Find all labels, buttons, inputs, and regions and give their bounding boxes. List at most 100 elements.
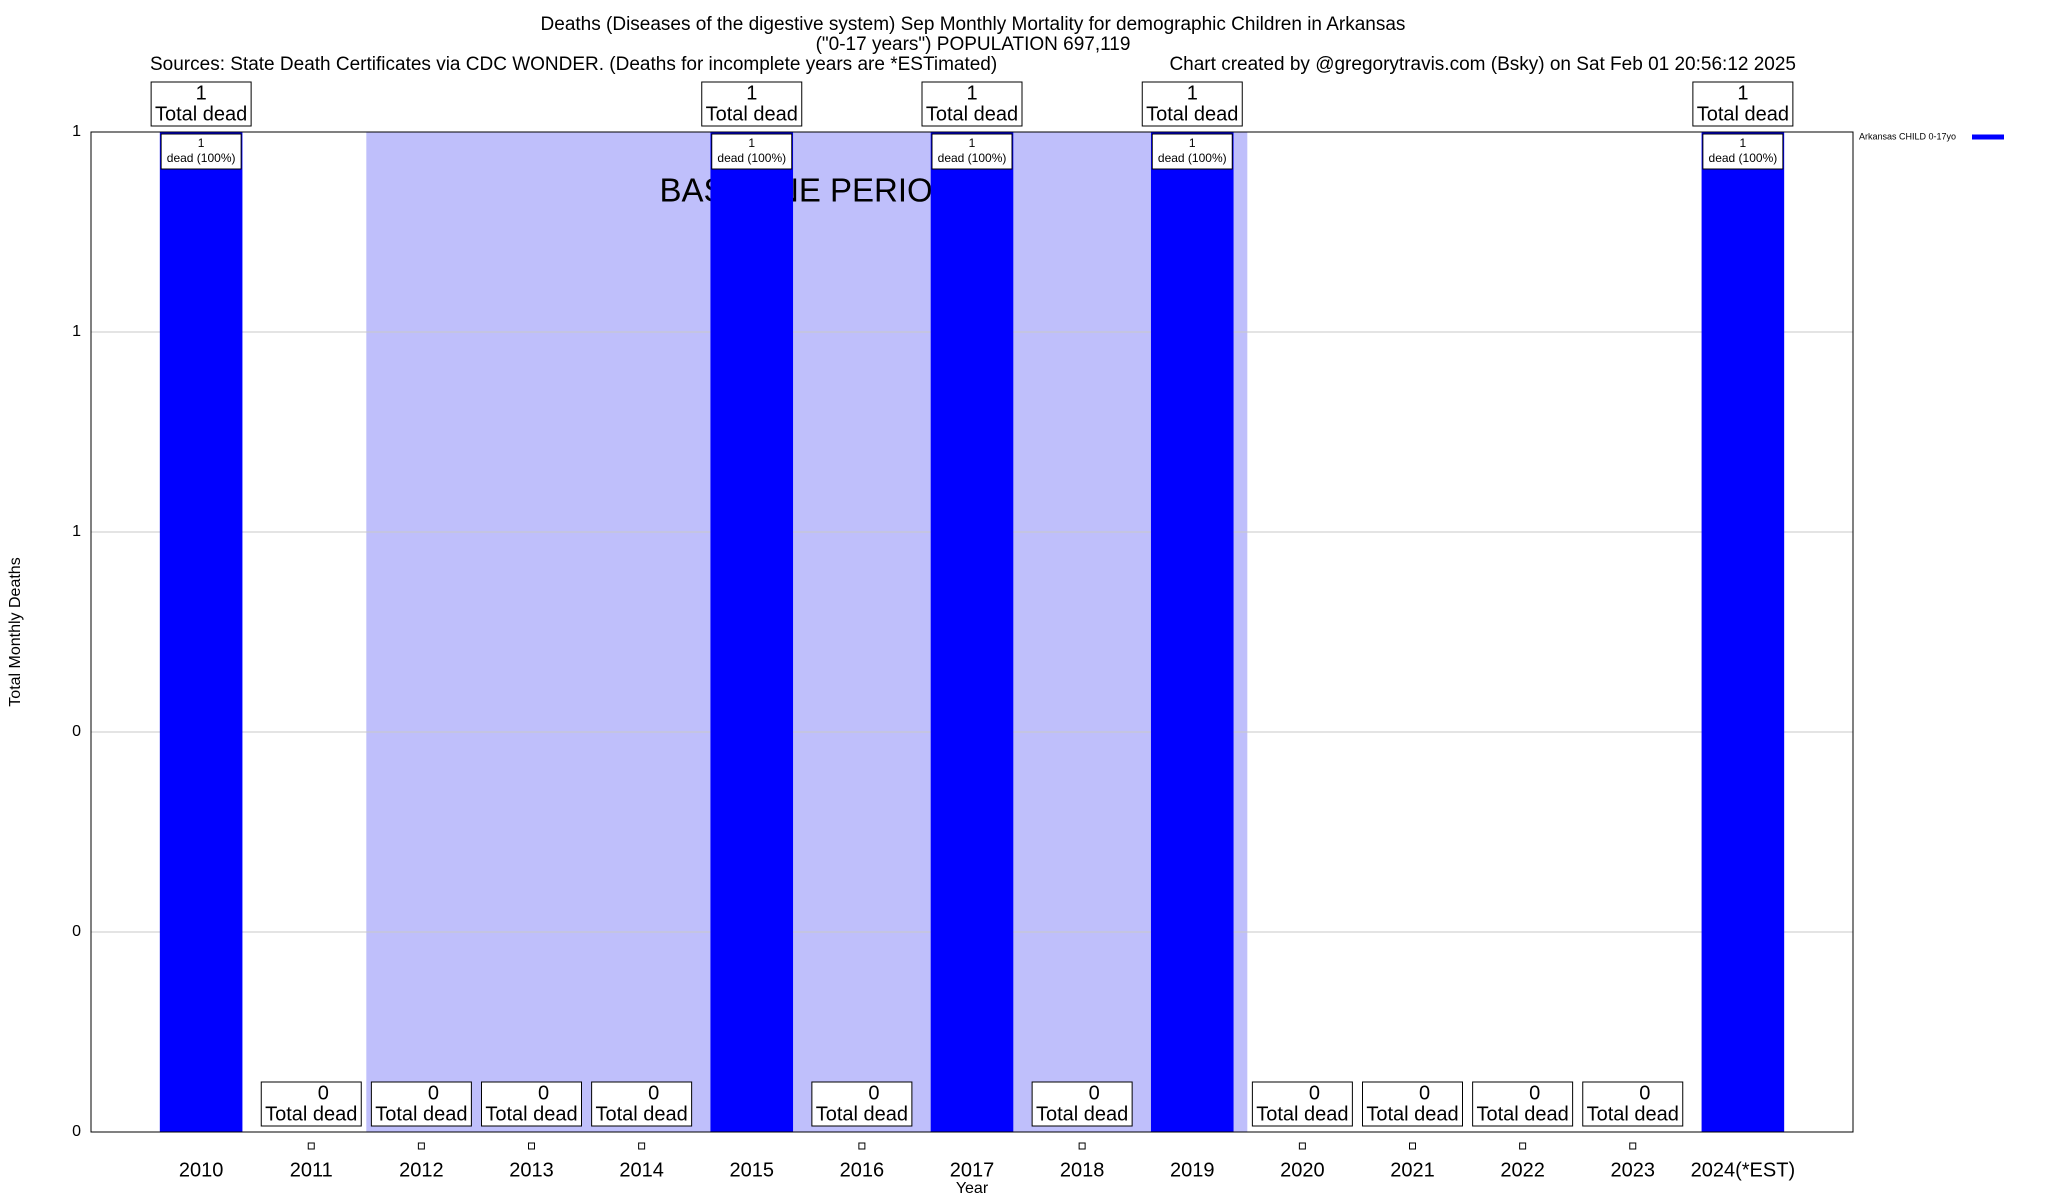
x-tick-label: 2016: [840, 1159, 885, 1181]
total-value-label: 1: [1737, 82, 1748, 104]
x-tick-label: 2017: [950, 1159, 995, 1181]
share-value-label: 1: [198, 136, 205, 150]
total-dead-label: Total dead: [1587, 1103, 1679, 1125]
total-value-label: 1: [746, 82, 757, 104]
total-label-box: [481, 1081, 582, 1127]
bar: [930, 132, 1014, 1132]
bar: [1298, 1142, 1306, 1150]
share-label: dead (100%): [938, 151, 1007, 165]
total-dead-label: Total dead: [595, 1103, 687, 1125]
total-dead-label: Total dead: [1697, 103, 1789, 125]
share-label: dead (100%): [717, 151, 786, 165]
total-value-label: 1: [1187, 82, 1198, 104]
source-note: Sources: State Death Certificates via CD…: [150, 54, 997, 75]
y-tick-label: 0: [72, 723, 81, 740]
bar: [528, 1142, 535, 1150]
share-label-box: [711, 133, 793, 170]
share-label: dead (100%): [1158, 151, 1227, 165]
total-value-label: 0: [1529, 1082, 1540, 1104]
y-tick-label: 1: [72, 523, 81, 540]
total-label-box: [150, 81, 252, 127]
total-value-label: 1: [196, 82, 207, 104]
bar: [417, 1142, 425, 1150]
x-tick-label: 2020: [1280, 1159, 1325, 1181]
total-value-label: 0: [868, 1082, 879, 1104]
bar: [1078, 1142, 1086, 1150]
x-tick-label: 2012: [399, 1159, 444, 1181]
total-dead-label: Total dead: [1036, 1103, 1128, 1125]
bar: [1701, 132, 1785, 1132]
x-tick-label: 2013: [509, 1159, 554, 1181]
x-tick-label: 2021: [1390, 1159, 1435, 1181]
x-tick-label: 2023: [1611, 1159, 1656, 1181]
total-dead-label: Total dead: [816, 1103, 908, 1125]
total-value-label: 0: [428, 1082, 439, 1104]
bar: [858, 1142, 866, 1150]
plot-frame: [90, 131, 1854, 1133]
y-tick-label: 1: [72, 323, 81, 340]
credit-note: Chart created by @gregorytravis.com (Bsk…: [1169, 54, 1796, 75]
chart-title: Deaths (Diseases of the digestive system…: [541, 14, 1406, 35]
share-value-label: 1: [969, 136, 976, 150]
baseline-label: BASELINE PERIOD: [659, 172, 956, 209]
total-label-box: [370, 1081, 472, 1127]
share-value-label: 1: [1189, 136, 1196, 150]
legend-label: Arkansas CHILD 0-17yo: [1859, 131, 1956, 141]
total-value-label: 0: [648, 1082, 659, 1104]
total-value-label: 0: [1309, 1082, 1320, 1104]
total-value-label: 0: [538, 1082, 549, 1104]
total-dead-label: Total dead: [1256, 1103, 1348, 1125]
share-label: dead (100%): [1709, 151, 1778, 165]
total-label-box: [1472, 1081, 1574, 1127]
share-label-box: [1702, 133, 1784, 170]
total-dead-label: Total dead: [485, 1103, 577, 1125]
bar: [159, 132, 243, 1132]
baseline-region: [366, 132, 1248, 1132]
total-dead-label: Total dead: [1366, 1103, 1458, 1125]
x-tick-label: 2015: [730, 1159, 775, 1181]
x-tick-label: 2019: [1170, 1159, 1215, 1181]
chart-subtitle: ("0-17 years") POPULATION 697,119: [816, 34, 1131, 55]
total-dead-label: Total dead: [155, 103, 247, 125]
total-value-label: 0: [1639, 1082, 1650, 1104]
total-dead-label: Total dead: [375, 1103, 467, 1125]
total-label-box: [260, 1081, 362, 1127]
y-tick-label: 0: [72, 923, 81, 940]
total-label-box: [1362, 1081, 1463, 1127]
share-value-label: 1: [1740, 136, 1747, 150]
total-value-label: 0: [1419, 1082, 1430, 1104]
total-label-box: [591, 1081, 693, 1127]
x-tick-label: 2018: [1060, 1159, 1105, 1181]
x-tick-label: 2010: [179, 1159, 224, 1181]
bar: [307, 1142, 315, 1150]
total-dead-label: Total dead: [1146, 103, 1238, 125]
total-dead-label: Total dead: [265, 1103, 357, 1125]
total-dead-label: Total dead: [926, 103, 1018, 125]
share-label: dead (100%): [167, 151, 236, 165]
share-label-box: [931, 133, 1013, 170]
total-dead-label: Total dead: [706, 103, 798, 125]
y-axis-label: Total Monthly Deaths: [7, 557, 24, 706]
bar: [710, 132, 794, 1132]
total-dead-label: Total dead: [1476, 1103, 1568, 1125]
total-value-label: 0: [318, 1082, 329, 1104]
bar: [1519, 1142, 1527, 1150]
total-label-box: [1692, 81, 1794, 127]
total-label-box: [1031, 1081, 1133, 1127]
total-value-label: 0: [1089, 1082, 1100, 1104]
share-value-label: 1: [748, 136, 755, 150]
x-tick-label: 2014: [619, 1159, 664, 1181]
y-tick-label: 0: [72, 1123, 81, 1140]
bar: [638, 1142, 646, 1150]
x-tick-label: 2024(*EST): [1691, 1159, 1796, 1181]
share-label-box: [160, 133, 242, 170]
total-value-label: 1: [966, 82, 977, 104]
x-axis-label: Year: [956, 1180, 989, 1197]
total-label-box: [1141, 81, 1243, 127]
y-tick-label: 1: [72, 123, 81, 140]
bar: [1629, 1142, 1637, 1150]
bar: [1150, 132, 1234, 1132]
total-label-box: [811, 1081, 913, 1127]
share-label-box: [1151, 133, 1233, 170]
